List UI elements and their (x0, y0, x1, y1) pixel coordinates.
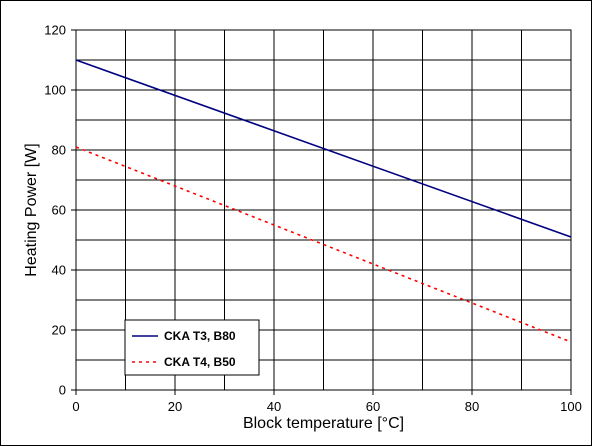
legend-label-cka-t4-b50: CKA T4, B50 (164, 355, 236, 369)
y-tick-label: 100 (44, 83, 66, 98)
y-tick-label: 0 (59, 383, 66, 398)
series-line-0 (75, 59, 572, 238)
x-tick-label: 80 (465, 399, 479, 414)
x-tick-label: 60 (366, 399, 380, 414)
y-tick-label: 20 (52, 323, 66, 338)
x-tick-label: 100 (560, 399, 582, 414)
legend: CKA T3, B80 CKA T4, B50 (124, 319, 260, 376)
x-tick-label: 0 (72, 399, 79, 414)
y-tick-label: 60 (52, 203, 66, 218)
y-tick-label: 40 (52, 263, 66, 278)
series-lines (75, 59, 572, 343)
y-tick-label: 120 (44, 23, 66, 38)
tick-labels: 0 20 40 60 80 100 0 20 40 60 80 100 120 (44, 23, 582, 415)
y-tick-label: 80 (52, 143, 66, 158)
x-tick-label: 40 (267, 399, 281, 414)
series-line-1 (75, 146, 572, 343)
y-axis-title: Heating Power [W] (23, 143, 40, 276)
x-tick-label: 20 (168, 399, 182, 414)
legend-box (124, 319, 260, 376)
x-axis-title: Block temperature [°C] (243, 415, 404, 432)
legend-label-cka-t3-b80: CKA T3, B80 (164, 329, 236, 343)
